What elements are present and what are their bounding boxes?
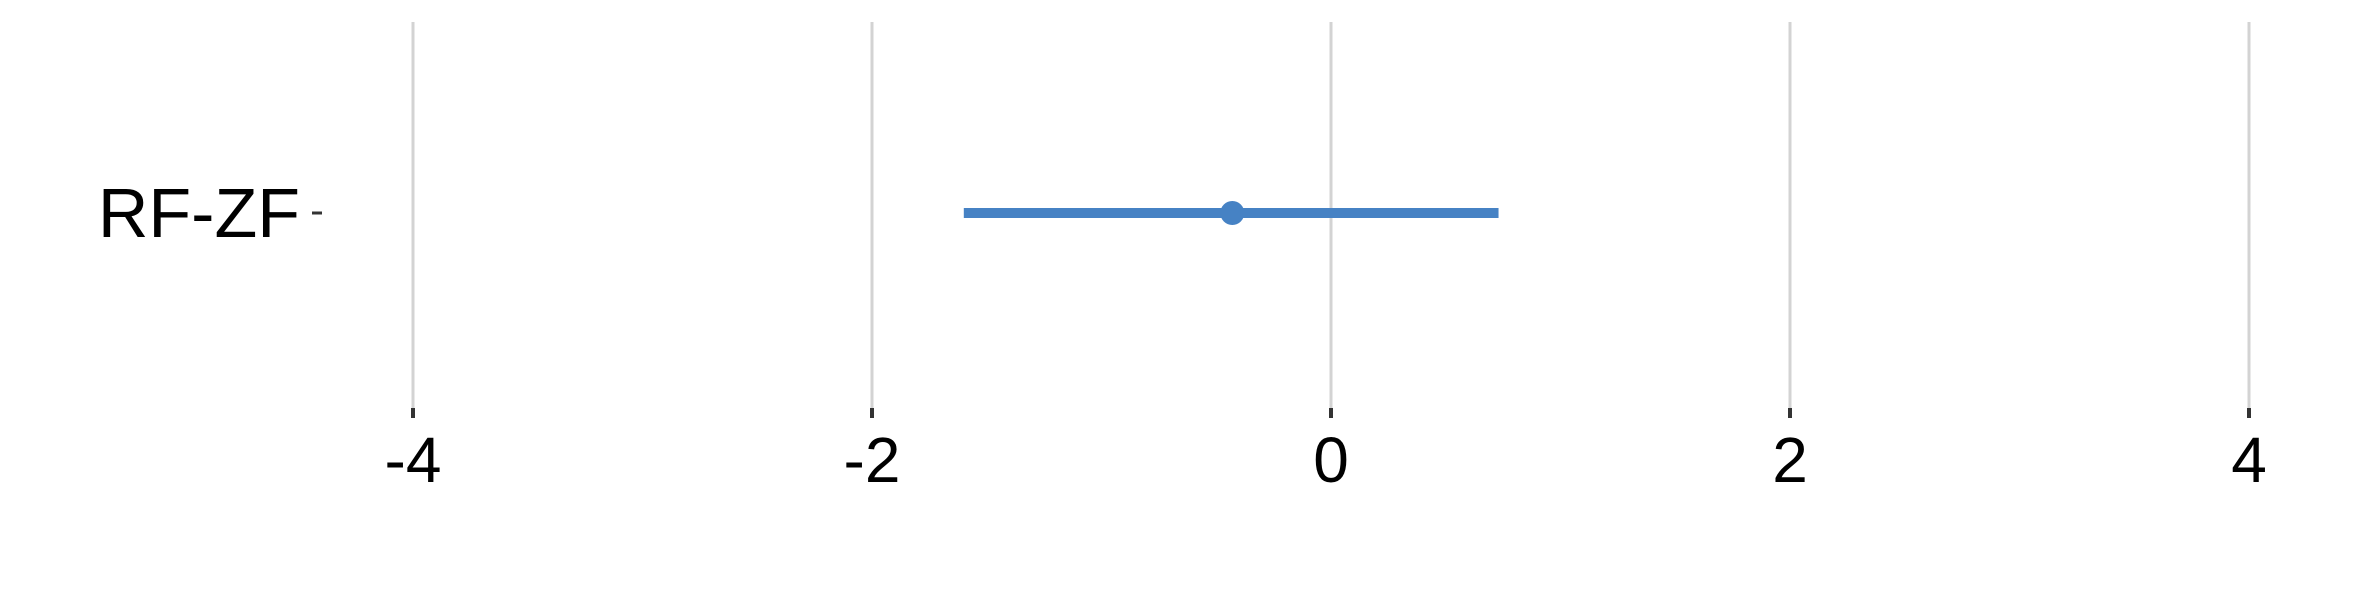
x-tick-label: -2 (844, 424, 901, 496)
x-tick-label: 4 (2231, 424, 2267, 496)
x-tick-label: -4 (385, 424, 442, 496)
x-axis: -4 -2 0 2 4 (385, 408, 2267, 496)
point-estimate (1220, 201, 1245, 225)
y-axis: RF-ZF (98, 174, 322, 252)
x-tick-label: 2 (1772, 424, 1808, 496)
estimates (963, 201, 1499, 225)
x-tick-label: 0 (1313, 424, 1349, 496)
category-label: RF-ZF (98, 174, 300, 252)
